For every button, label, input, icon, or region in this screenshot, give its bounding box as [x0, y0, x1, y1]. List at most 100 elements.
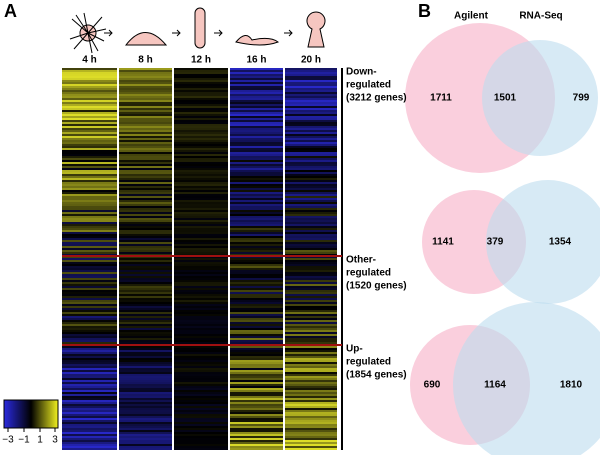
venn-count: 1164	[484, 380, 506, 391]
heatmap-row	[174, 416, 228, 418]
heatmap-row	[119, 304, 172, 306]
heatmap-row	[119, 98, 172, 100]
heatmap-row	[174, 132, 228, 134]
group-label: regulated	[346, 80, 391, 91]
heatmap-row	[230, 310, 283, 312]
heatmap-row	[230, 436, 283, 438]
heatmap-row	[62, 198, 117, 200]
heatmap-row	[62, 258, 117, 260]
heatmap-row	[285, 72, 337, 74]
heatmap-row	[230, 268, 283, 270]
heatmap-row	[285, 216, 337, 218]
heatmap-row	[285, 338, 337, 340]
heatmap-row	[62, 358, 117, 360]
heatmap-row	[62, 422, 117, 424]
heatmap-row	[174, 426, 228, 428]
heatmap-row	[119, 446, 172, 448]
heatmap-row	[119, 386, 172, 388]
heatmap-row	[62, 382, 117, 384]
heatmap-row	[230, 164, 283, 166]
heatmap-row	[285, 278, 337, 280]
colorbar-tick-label: −3	[2, 435, 14, 446]
heatmap-row	[174, 276, 228, 278]
heatmap-row	[174, 434, 228, 436]
group-label: (3212 genes)	[346, 93, 407, 104]
heatmap-row	[119, 400, 172, 402]
heatmap-row	[230, 388, 283, 390]
heatmap-row	[174, 124, 228, 126]
heatmap-row	[62, 74, 117, 76]
colorbar-tick-label: 3	[52, 435, 58, 446]
heatmap-row	[119, 96, 172, 98]
heatmap-row	[285, 342, 337, 344]
heatmap-row	[119, 166, 172, 168]
heatmap-row	[62, 388, 117, 390]
heatmap-row	[174, 290, 228, 292]
heatmap-row	[119, 364, 172, 366]
heatmap-row	[174, 382, 228, 384]
heatmap-row	[230, 378, 283, 380]
heatmap-row	[119, 232, 172, 234]
heatmap-row	[119, 220, 172, 222]
heatmap-row	[285, 136, 337, 138]
heatmap-row	[119, 342, 172, 344]
heatmap-row	[230, 420, 283, 422]
heatmap-row	[62, 196, 117, 198]
heatmap-row	[285, 350, 337, 352]
heatmap-row	[62, 286, 117, 288]
heatmap-row	[285, 276, 337, 278]
heatmap-row	[285, 202, 337, 204]
heatmap-row	[174, 302, 228, 304]
heatmap-row	[62, 248, 117, 250]
heatmap-row	[230, 242, 283, 244]
heatmap-row	[285, 366, 337, 368]
heatmap-row	[62, 366, 117, 368]
heatmap-row	[285, 76, 337, 78]
heatmap-row	[230, 152, 283, 154]
heatmap-row	[230, 228, 283, 230]
heatmap-row	[62, 320, 117, 322]
heatmap-row	[62, 300, 117, 302]
heatmap-row	[119, 210, 172, 212]
heatmap-row	[230, 446, 283, 448]
heatmap-row	[285, 310, 337, 312]
heatmap-row	[119, 138, 172, 140]
heatmap-row	[174, 108, 228, 110]
heatmap-row	[119, 434, 172, 436]
heatmap-row	[119, 234, 172, 236]
heatmap-row	[174, 194, 228, 196]
heatmap-row	[285, 318, 337, 320]
heatmap-row	[174, 212, 228, 214]
heatmap-row	[174, 388, 228, 390]
heatmap-row	[174, 150, 228, 152]
heatmap-row	[230, 364, 283, 366]
heatmap-row	[285, 116, 337, 118]
heatmap-row	[62, 76, 117, 78]
heatmap-row	[119, 170, 172, 172]
heatmap-row	[62, 348, 117, 350]
heatmap-row	[62, 426, 117, 428]
heatmap-row	[230, 286, 283, 288]
heatmap-row	[174, 72, 228, 74]
heatmap-row	[174, 110, 228, 112]
heatmap-row	[119, 100, 172, 102]
heatmap-row	[62, 210, 117, 212]
heatmap-row	[230, 222, 283, 224]
heatmap-row	[119, 328, 172, 330]
heatmap-row	[285, 88, 337, 90]
heatmap-row	[119, 180, 172, 182]
heatmap-row	[62, 222, 117, 224]
heatmap-row	[119, 122, 172, 124]
heatmap-row	[174, 274, 228, 276]
heatmap-row	[285, 152, 337, 154]
heatmap-row	[285, 122, 337, 124]
heatmap-row	[174, 316, 228, 318]
heatmap-row	[119, 80, 172, 82]
set-label: Agilent	[454, 11, 489, 22]
heatmap-row	[230, 276, 283, 278]
venn-count: 1141	[432, 237, 454, 248]
heatmap-row	[119, 160, 172, 162]
heatmap-row	[230, 80, 283, 82]
heatmap-row	[174, 128, 228, 130]
heatmap-row	[62, 206, 117, 208]
